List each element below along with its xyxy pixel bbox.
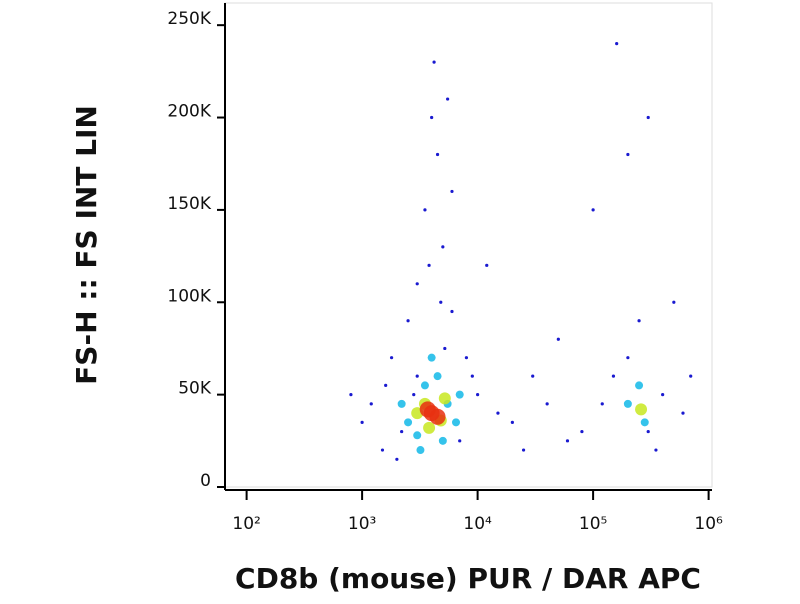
- data-point: [412, 393, 416, 397]
- data-point: [380, 448, 385, 452]
- x-tick-label: 10³: [348, 514, 376, 534]
- data-point: [545, 402, 549, 406]
- data-point: [510, 420, 514, 424]
- data-point: [626, 356, 630, 360]
- data-point: [654, 448, 658, 452]
- data-point: [476, 393, 480, 397]
- data-point: [600, 402, 604, 406]
- data-point: [623, 399, 632, 408]
- data-point: [423, 208, 427, 212]
- data-point: [556, 337, 560, 341]
- data-point: [441, 245, 445, 249]
- data-point: [415, 374, 419, 378]
- data-point: [689, 374, 693, 378]
- data-point: [423, 421, 436, 434]
- data-point: [419, 401, 436, 418]
- data-point: [427, 263, 431, 267]
- data-point: [438, 392, 451, 405]
- data-point: [400, 429, 404, 434]
- x-tick-label: 10²: [232, 514, 260, 534]
- data-point: [661, 393, 665, 397]
- y-axis-label: FS-H :: FS INT LIN: [70, 105, 103, 385]
- data-point: [455, 390, 464, 399]
- data-point: [384, 383, 388, 387]
- data-point: [565, 439, 570, 443]
- data-point: [450, 189, 454, 194]
- data-point: [416, 446, 425, 455]
- y-tick-label: 200K: [167, 102, 211, 122]
- data-point: [435, 152, 440, 157]
- data-point: [611, 374, 616, 378]
- data-point: [360, 420, 364, 424]
- data-point: [626, 152, 630, 157]
- data-point: [646, 115, 650, 120]
- data-point: [640, 418, 649, 427]
- data-point: [415, 282, 419, 286]
- data-point: [349, 393, 353, 397]
- x-axis-label: CD8b (mouse) PUR / DAR APC: [235, 562, 701, 595]
- data-point: [438, 436, 447, 445]
- data-point: [369, 402, 373, 406]
- data-point: [432, 60, 436, 64]
- data-point: [470, 374, 474, 378]
- data-point: [450, 309, 454, 314]
- x-tick-label: 10⁴: [463, 514, 492, 534]
- data-point: [446, 97, 450, 101]
- data-point: [635, 403, 648, 416]
- data-point: [458, 439, 462, 443]
- data-point: [635, 381, 644, 390]
- data-point: [420, 381, 429, 390]
- data-point: [451, 418, 460, 427]
- data-point: [397, 399, 406, 408]
- y-tick-label: 50K: [178, 379, 212, 399]
- data-point: [413, 431, 422, 440]
- y-tick-label: 0: [200, 471, 211, 491]
- data-point: [406, 319, 410, 323]
- data-point: [580, 429, 584, 434]
- y-tick-label: 150K: [167, 194, 211, 214]
- data-point: [395, 457, 399, 461]
- x-tick-label: 10⁵: [579, 514, 607, 534]
- data-point: [591, 208, 595, 212]
- data-point: [427, 353, 436, 362]
- data-point: [672, 300, 676, 304]
- data-point: [443, 346, 447, 351]
- data-point: [404, 418, 413, 427]
- data-point: [681, 411, 685, 415]
- data-point: [430, 115, 434, 120]
- data-point: [531, 374, 535, 378]
- y-tick-label: 250K: [167, 9, 211, 29]
- data-point: [496, 411, 500, 415]
- data-point: [637, 319, 641, 323]
- data-point: [433, 372, 442, 381]
- data-point: [615, 42, 619, 46]
- data-point: [521, 448, 526, 452]
- data-point: [439, 300, 443, 304]
- x-tick-label: 10⁶: [694, 514, 723, 534]
- y-tick-label: 100K: [167, 286, 211, 306]
- data-point: [485, 263, 489, 267]
- data-point: [646, 429, 650, 434]
- data-point: [389, 356, 394, 360]
- data-point: [464, 356, 469, 360]
